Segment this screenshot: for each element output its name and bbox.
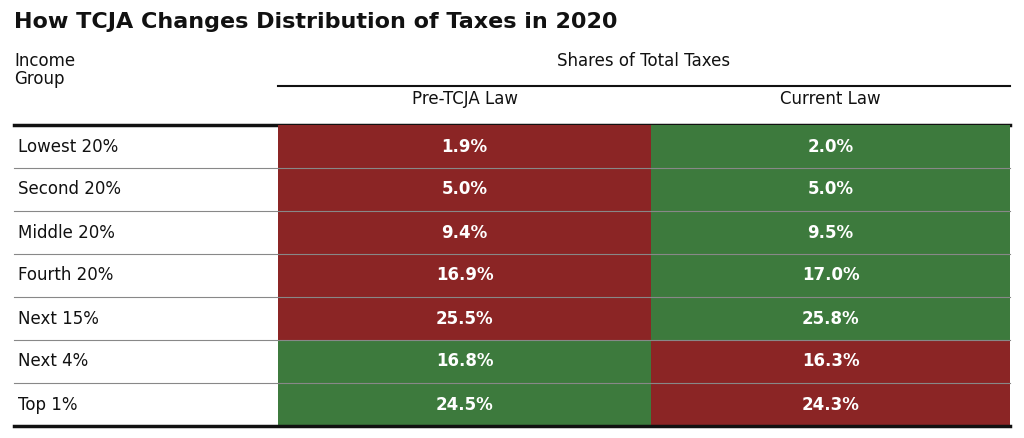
Text: Middle 20%: Middle 20%: [18, 223, 115, 241]
Text: 16.3%: 16.3%: [802, 353, 859, 371]
Text: 5.0%: 5.0%: [808, 180, 853, 198]
Text: 24.5%: 24.5%: [435, 396, 494, 413]
Text: 25.5%: 25.5%: [435, 310, 494, 328]
Bar: [278, 254, 651, 297]
Bar: [278, 168, 651, 211]
Bar: [278, 340, 651, 383]
Bar: [278, 383, 651, 426]
Bar: [651, 340, 1010, 383]
Text: Second 20%: Second 20%: [18, 180, 121, 198]
Text: Next 4%: Next 4%: [18, 353, 88, 371]
Text: 16.8%: 16.8%: [436, 353, 494, 371]
Text: 17.0%: 17.0%: [802, 266, 859, 285]
Text: Lowest 20%: Lowest 20%: [18, 138, 118, 155]
Text: 9.5%: 9.5%: [808, 223, 854, 241]
Text: Top 1%: Top 1%: [18, 396, 78, 413]
Bar: [651, 254, 1010, 297]
Text: Income: Income: [14, 52, 75, 70]
Text: Fourth 20%: Fourth 20%: [18, 266, 114, 285]
Text: 25.8%: 25.8%: [802, 310, 859, 328]
Bar: [651, 168, 1010, 211]
Text: Next 15%: Next 15%: [18, 310, 99, 328]
Text: 2.0%: 2.0%: [808, 138, 854, 155]
Bar: [278, 125, 651, 168]
Text: Pre-TCJA Law: Pre-TCJA Law: [412, 90, 517, 108]
Text: How TCJA Changes Distribution of Taxes in 2020: How TCJA Changes Distribution of Taxes i…: [14, 12, 617, 32]
Text: 5.0%: 5.0%: [441, 180, 487, 198]
Text: 9.4%: 9.4%: [441, 223, 487, 241]
Text: Group: Group: [14, 70, 65, 88]
Bar: [651, 211, 1010, 254]
Text: Current Law: Current Law: [780, 90, 881, 108]
Text: 1.9%: 1.9%: [441, 138, 487, 155]
Bar: [278, 211, 651, 254]
Bar: [651, 125, 1010, 168]
Bar: [651, 383, 1010, 426]
Bar: [651, 297, 1010, 340]
Text: Shares of Total Taxes: Shares of Total Taxes: [557, 52, 730, 70]
Text: 16.9%: 16.9%: [435, 266, 494, 285]
Text: 24.3%: 24.3%: [802, 396, 859, 413]
Bar: [278, 297, 651, 340]
